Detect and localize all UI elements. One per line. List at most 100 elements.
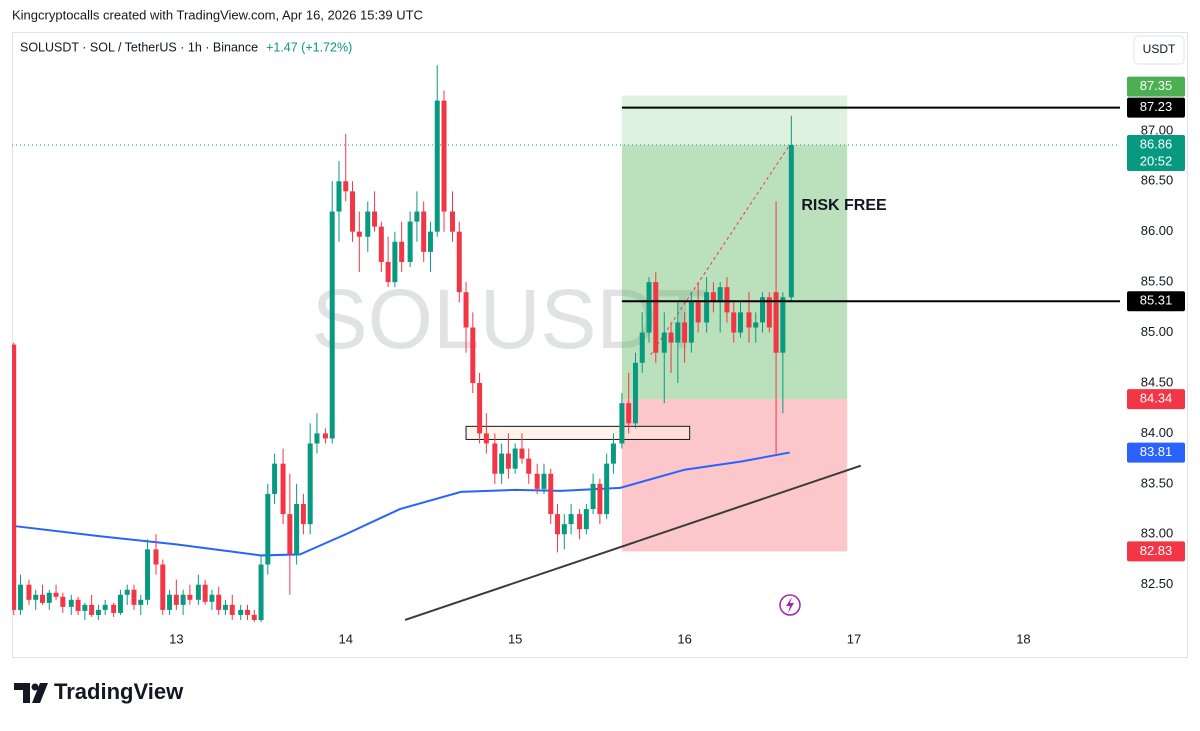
- y-tick-label: 86.50: [1141, 173, 1174, 188]
- candle-body: [555, 514, 561, 535]
- candle-body: [646, 282, 652, 333]
- candle-body: [167, 594, 173, 610]
- candle-body: [760, 297, 766, 323]
- candle-body: [519, 448, 525, 459]
- candle-body: [39, 594, 45, 603]
- tradingview-logo: [14, 683, 48, 703]
- y-tick-label: 85.50: [1141, 274, 1174, 289]
- candle-body: [577, 514, 583, 530]
- x-tick-label: 13: [169, 631, 183, 646]
- candle-body: [272, 463, 278, 494]
- candle-body: [653, 282, 659, 353]
- alert-icon[interactable]: [779, 594, 801, 616]
- candle-body: [717, 287, 723, 303]
- candle-body: [365, 211, 371, 237]
- candle-body: [222, 604, 228, 610]
- candle-body: [668, 332, 674, 343]
- candle-body: [780, 297, 786, 353]
- candle-body: [385, 261, 391, 283]
- target-zone-reached: [621, 95, 848, 145]
- price-label: 86.86: [1140, 136, 1173, 151]
- candle-body: [610, 443, 616, 464]
- candle-body: [202, 584, 208, 602]
- candle-body: [695, 302, 701, 323]
- candle-body: [441, 100, 447, 212]
- price-change: +1.47 (+1.72%): [266, 40, 352, 54]
- price-label-bg: [1127, 541, 1185, 562]
- price-label-bg: [1127, 76, 1185, 97]
- candle-body: [427, 231, 433, 252]
- price-label: 82.83: [1140, 543, 1173, 558]
- candle-body: [407, 221, 413, 262]
- currency-label[interactable]: USDT: [1143, 42, 1176, 56]
- candle-body: [688, 302, 694, 343]
- candle-body: [449, 211, 455, 232]
- candle-body: [456, 231, 462, 293]
- candle-body: [773, 292, 779, 353]
- candle-body: [632, 362, 638, 424]
- support-zone: [465, 425, 691, 440]
- candle-body: [102, 604, 108, 610]
- candle-body: [399, 241, 405, 262]
- y-tick-label: 87.00: [1141, 122, 1174, 137]
- candle-body: [258, 564, 264, 620]
- candle-body: [131, 589, 137, 605]
- x-tick-label: 17: [847, 631, 861, 646]
- candle-body: [372, 211, 378, 227]
- candle-body: [753, 322, 759, 328]
- profit-zone: [621, 144, 848, 400]
- candle-body: [95, 609, 101, 615]
- candle-body: [477, 382, 483, 434]
- y-tick-label: 86.00: [1141, 223, 1174, 238]
- y-tick-label: 83.00: [1141, 526, 1174, 541]
- candle-body: [512, 448, 518, 469]
- candle-body: [53, 592, 59, 597]
- candle-body: [17, 584, 23, 610]
- candle-body: [265, 493, 271, 565]
- candle-body: [307, 443, 313, 525]
- candle-body: [746, 312, 752, 328]
- x-tick-label: 18: [1016, 631, 1030, 646]
- candle-body: [60, 596, 66, 607]
- candle-body: [470, 327, 476, 383]
- alert-bolt[interactable]: [786, 597, 794, 613]
- candle-body: [561, 524, 567, 535]
- candle-body: [604, 463, 610, 515]
- candle-body: [46, 592, 52, 603]
- candle-body: [322, 433, 328, 439]
- candle-body: [294, 504, 300, 555]
- candle-body: [280, 463, 286, 515]
- price-label: 87.23: [1140, 99, 1173, 114]
- candle-body: [138, 599, 144, 605]
- candle-body: [392, 241, 398, 283]
- moving-average: [15, 451, 790, 557]
- candle-body: [568, 514, 574, 525]
- candle-body: [209, 594, 215, 602]
- footer-brand: TradingView: [54, 679, 184, 704]
- candle-body: [89, 604, 95, 615]
- candle-body: [229, 604, 235, 615]
- price-label-bg: [1127, 134, 1185, 171]
- candle-body: [82, 604, 88, 611]
- candle-body: [117, 594, 123, 613]
- price-label: 87.35: [1140, 78, 1173, 93]
- price-label-bg: [1127, 389, 1185, 410]
- candle-body: [661, 332, 667, 353]
- candle-body: [350, 191, 356, 232]
- x-tick-label: 14: [339, 631, 353, 646]
- x-tick-label: 16: [677, 631, 691, 646]
- candle-body: [153, 549, 159, 565]
- candle-body: [238, 609, 244, 615]
- candle-body: [180, 594, 186, 605]
- candle-body: [378, 226, 384, 262]
- candle-body: [583, 509, 589, 530]
- candle-body: [244, 609, 250, 615]
- price-label: 84.34: [1140, 391, 1173, 406]
- candle-body: [75, 599, 81, 611]
- candle-body: [526, 458, 532, 474]
- candle-body: [483, 433, 489, 444]
- currency-button[interactable]: [1133, 35, 1185, 65]
- candle-body: [26, 584, 32, 600]
- candle-body: [541, 473, 547, 489]
- plot-area: SOLUSDT: [12, 65, 1120, 622]
